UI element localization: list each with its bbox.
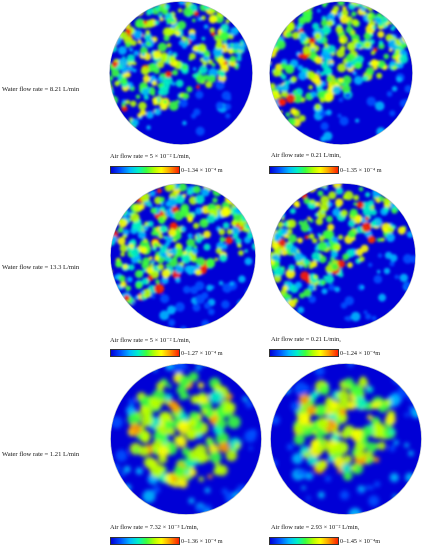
color-scale-r2c1: 0–1.27 × 10⁻⁴ m (110, 349, 223, 357)
contour-disc-r3c1 (108, 362, 264, 516)
contour-disc-r3c2 (268, 362, 424, 516)
colormap-bar (110, 537, 180, 545)
colormap-bar (269, 166, 339, 174)
colormap-bar (110, 349, 180, 357)
air-flow-label-r3c2: Air flow rate = 2.93 × 10⁻² L/min, (271, 524, 360, 531)
film-thickness-contour (110, 183, 256, 329)
color-scale-r1c1: 0–1.34 × 10⁻⁴ m (110, 166, 223, 174)
scale-range-label: 0–1.24 × 10⁻⁴m (340, 349, 381, 357)
color-scale-r1c2: 0–1.35 × 10⁻⁴ m (269, 166, 382, 174)
scale-range-label: 0–1.35 × 10⁻⁴ m (340, 166, 382, 174)
film-thickness-contour (109, 1, 253, 145)
air-flow-label-r1c1: Air flow rate = 5 × 10⁻² L/min, (110, 153, 191, 160)
color-scale-r3c2: 0–1.45 × 10⁻⁴m (269, 537, 380, 545)
film-thickness-contour (110, 363, 262, 515)
colormap-bar (269, 349, 339, 357)
film-thickness-contour (270, 183, 416, 329)
water-flow-label-row2: Water flow rate = 13.3 L/min (2, 264, 80, 271)
color-scale-r2c2: 0–1.24 × 10⁻⁴m (269, 349, 380, 357)
scale-range-label: 0–1.27 × 10⁻⁴ m (181, 349, 223, 357)
scale-range-label: 0–1.36 × 10⁻⁴ m (181, 537, 223, 545)
air-flow-label-r1c2: Air flow rate = 0.21 L/min, (271, 152, 341, 159)
color-scale-r3c1: 0–1.36 × 10⁻⁴ m (110, 537, 223, 545)
water-flow-label-row3: Water flow rate = 1.21 L/min (2, 451, 80, 458)
air-flow-label-r3c1: Air flow rate = 7.32 × 10⁻³ L/min, (110, 524, 199, 531)
colormap-bar (110, 166, 180, 174)
scale-range-label: 0–1.45 × 10⁻⁴m (340, 537, 381, 545)
air-flow-label-r2c1: Air flow rate = 5 × 10⁻² L/min, (110, 337, 191, 344)
contour-disc-r2c2 (268, 182, 418, 330)
contour-disc-r1c1 (108, 0, 254, 146)
air-flow-label-r2c2: Air flow rate = 0.21 L/min, (271, 336, 341, 343)
contour-disc-r2c1 (108, 182, 258, 330)
contour-disc-r1c2 (268, 0, 414, 146)
water-flow-label-row1: Water flow rate = 8.21 L/min (2, 86, 80, 93)
scale-range-label: 0–1.34 × 10⁻⁴ m (181, 166, 223, 174)
film-thickness-contour (270, 363, 422, 515)
colormap-bar (269, 537, 339, 545)
film-thickness-contour (269, 1, 413, 145)
